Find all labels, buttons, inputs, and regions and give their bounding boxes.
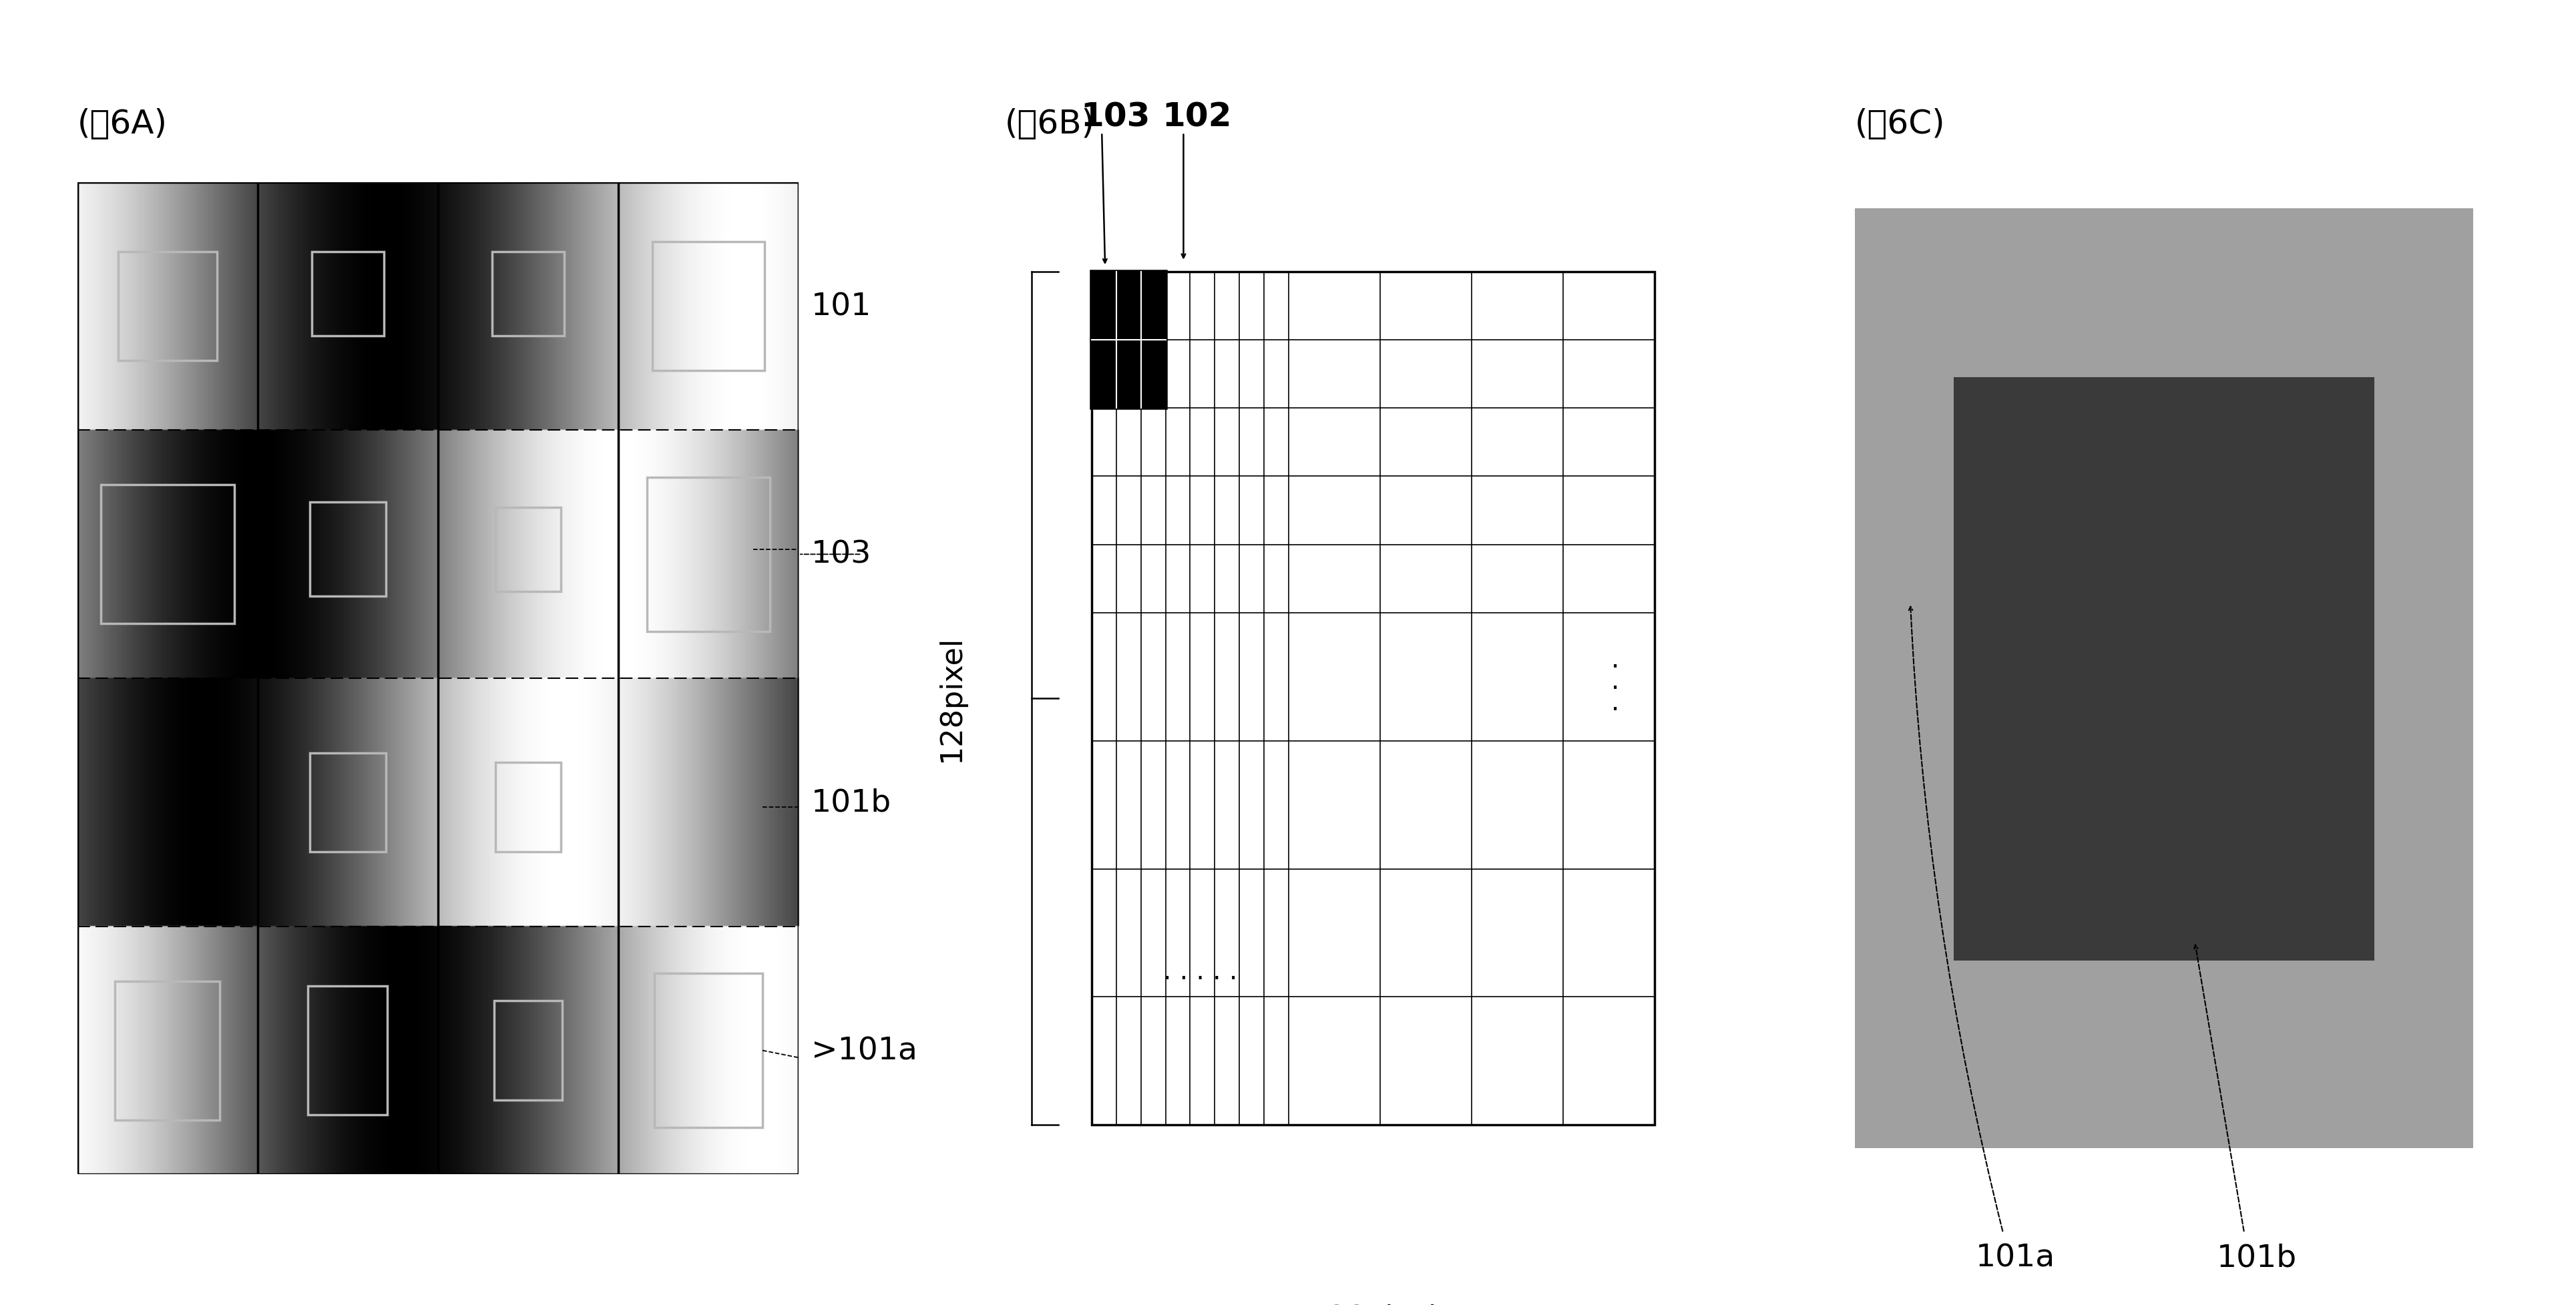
Text: 101b: 101b	[811, 787, 891, 818]
Text: >101a: >101a	[811, 1035, 917, 1066]
Text: 128pixel: 128pixel	[938, 636, 966, 762]
Bar	[647, 478, 770, 632]
Bar	[100, 485, 234, 624]
Bar	[495, 763, 562, 852]
Bar	[312, 252, 384, 337]
Bar	[309, 987, 386, 1114]
Text: 101b: 101b	[2215, 1242, 2298, 1272]
Bar	[495, 1001, 562, 1100]
Bar	[309, 502, 386, 596]
Bar	[1953, 378, 2375, 960]
Bar	[492, 252, 564, 337]
Bar	[1092, 271, 1164, 408]
Bar	[118, 252, 216, 361]
Text: . . . . .: . . . . .	[1162, 959, 1236, 984]
Text: 128pixel: 128pixel	[1309, 1304, 1437, 1305]
Text: 102: 102	[1162, 100, 1231, 133]
Text: 103: 103	[1079, 100, 1149, 133]
Text: (嘳6B): (嘳6B)	[1005, 107, 1095, 140]
Text: (嘳6C): (嘳6C)	[1855, 107, 1945, 140]
Text: .
.
.: . . .	[1610, 647, 1620, 715]
Bar	[495, 508, 562, 592]
Bar	[116, 981, 219, 1120]
Text: (嘳6A): (嘳6A)	[77, 107, 167, 140]
Text: 103: 103	[811, 539, 871, 570]
Bar	[654, 974, 762, 1128]
Text: 101: 101	[811, 291, 871, 322]
Bar	[1092, 271, 1654, 1125]
Text: 101a: 101a	[1976, 1242, 2056, 1272]
Bar	[652, 243, 765, 371]
Bar	[309, 753, 386, 852]
